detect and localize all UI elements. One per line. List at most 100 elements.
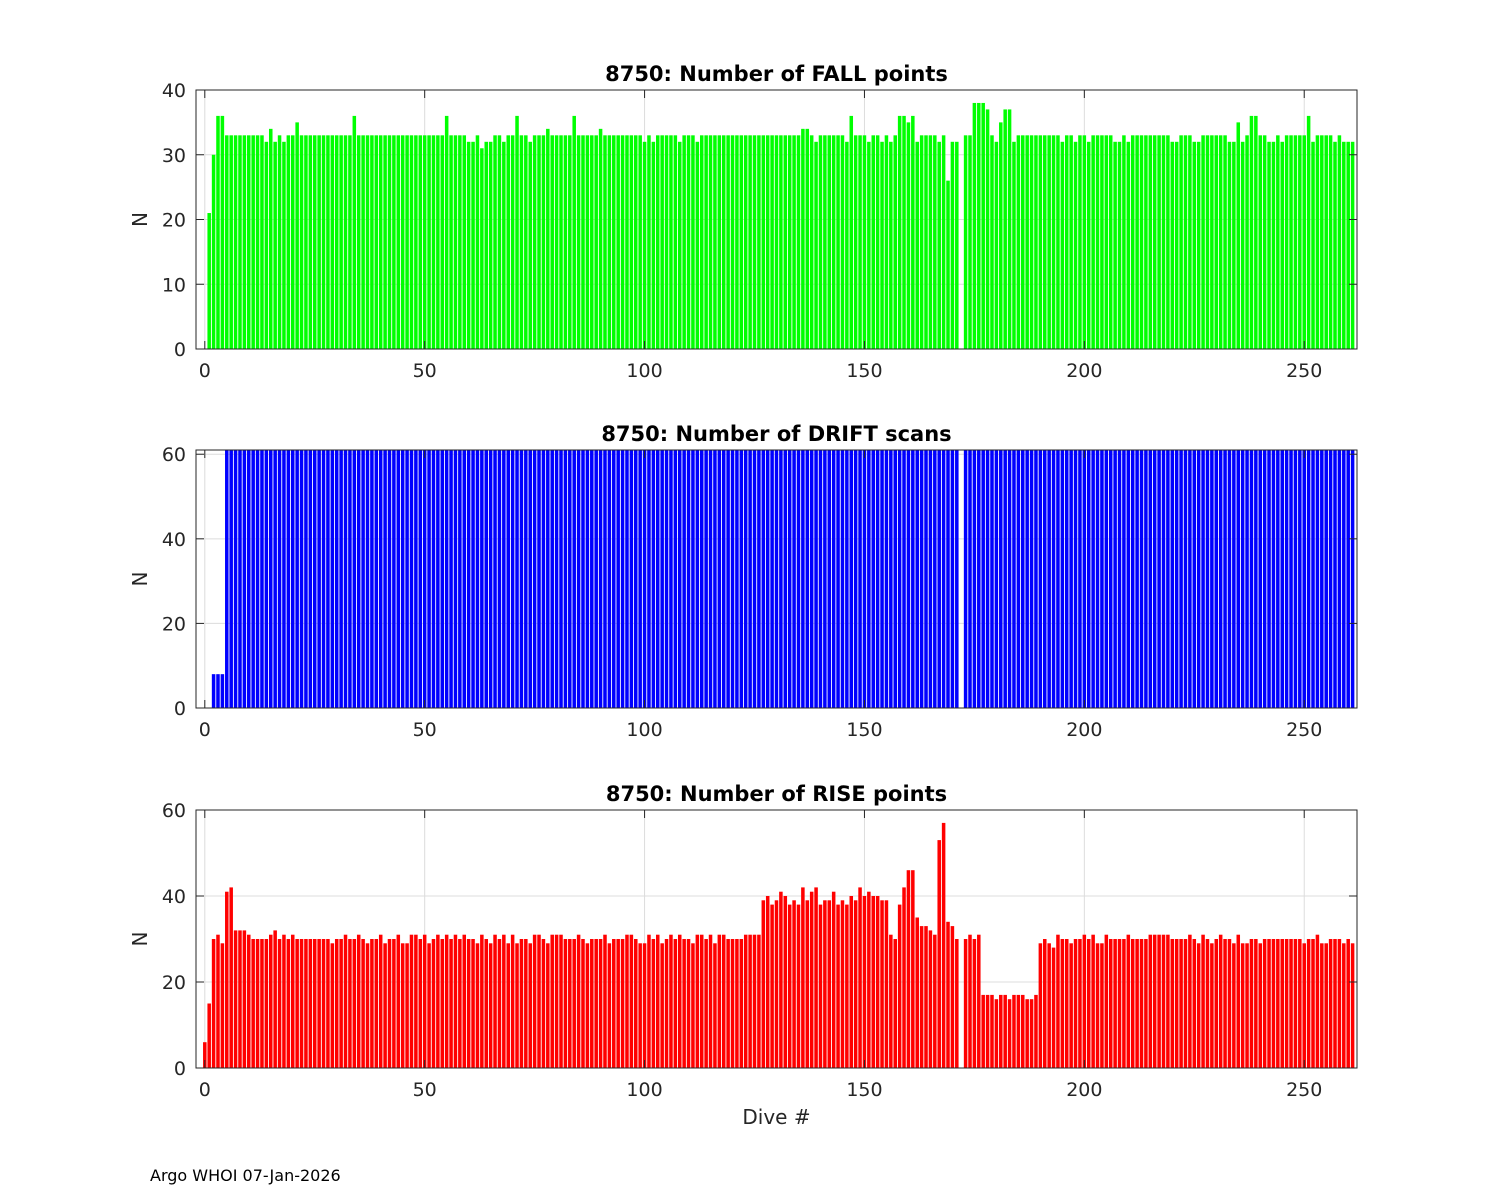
drift-bar — [356, 450, 361, 708]
drift-bar — [1302, 450, 1306, 708]
drift-bar — [247, 450, 251, 708]
rise-bar — [515, 943, 519, 1068]
fall-bar — [519, 135, 524, 349]
rise-bar — [312, 939, 317, 1068]
rise-bar — [647, 934, 651, 1068]
fall-bar — [972, 102, 977, 349]
fall-bar — [449, 135, 453, 349]
rise-bar — [260, 939, 264, 1068]
rise-bar — [203, 1042, 207, 1068]
fall-bar — [1029, 135, 1034, 349]
fall-bar — [1086, 141, 1091, 349]
fall-bar — [981, 102, 985, 349]
drift-ylabel: N — [128, 572, 152, 587]
drift-bar — [1183, 450, 1188, 708]
rise-bar — [656, 934, 660, 1068]
rise-bar — [1016, 994, 1021, 1068]
rise-bar — [594, 939, 598, 1068]
rise-bar — [1324, 943, 1328, 1068]
fall-bar — [862, 135, 867, 349]
rise-bar — [493, 934, 497, 1068]
drift-bar — [1117, 450, 1122, 708]
drift-bar — [721, 450, 726, 708]
rise-bar — [906, 870, 911, 1068]
rise-bar — [972, 939, 977, 1068]
rise-axes-frame — [195, 809, 1358, 1069]
rise-xtick-label: 250 — [1286, 1079, 1322, 1101]
rise-bar — [255, 939, 260, 1068]
drift-bar — [765, 450, 770, 708]
fall-bar — [713, 135, 717, 349]
rise-bar — [352, 939, 357, 1068]
drift-bar — [1021, 450, 1025, 708]
fall-bar — [1306, 115, 1311, 350]
drift-bar — [1324, 450, 1328, 708]
fall-bar — [950, 141, 955, 349]
rise-bar — [774, 900, 779, 1068]
drift-bar — [1271, 450, 1276, 708]
rise-bar — [374, 939, 379, 1068]
drift-bar — [537, 450, 541, 708]
fall-bar — [884, 135, 889, 349]
fall-bar — [1069, 135, 1073, 349]
drift-bar — [541, 450, 546, 708]
rise-bar — [414, 934, 418, 1068]
drift-bar — [809, 450, 814, 708]
drift-bar — [1254, 450, 1258, 708]
drift-bar — [462, 450, 467, 708]
drift-bar — [290, 450, 295, 708]
rise-bar — [449, 939, 453, 1068]
rise-bar — [1038, 943, 1043, 1068]
drift-bar — [1078, 450, 1082, 708]
drift-bar — [568, 450, 572, 708]
rise-bar — [946, 921, 950, 1068]
rise-bar — [436, 934, 440, 1068]
rise-bar — [634, 939, 638, 1068]
drift-bar — [1258, 450, 1263, 708]
rise-bar — [247, 934, 251, 1068]
fall-bar — [546, 128, 550, 349]
drift-bar — [497, 450, 502, 708]
fall-bar — [1271, 141, 1276, 349]
rise-bar — [392, 939, 396, 1068]
fall-bar — [1196, 141, 1201, 349]
drift-bar — [717, 450, 722, 708]
drift-bar — [475, 450, 480, 708]
fall-bar — [471, 141, 475, 349]
drift-bar — [1262, 450, 1267, 708]
fall-bar — [774, 135, 779, 349]
fall-bar — [299, 135, 304, 349]
rise-bar — [273, 930, 277, 1068]
fall-bar — [1157, 135, 1161, 349]
fall-bar — [1113, 141, 1117, 349]
fall-bar — [941, 135, 946, 349]
drift-bar — [664, 450, 669, 708]
fall-ylabel: N — [128, 212, 152, 227]
drift-bar — [405, 450, 409, 708]
fall-bar — [374, 135, 379, 349]
fall-bar — [1342, 141, 1346, 349]
rise-bar — [559, 934, 563, 1068]
rise-bar — [1315, 934, 1320, 1068]
rise-bar — [1117, 939, 1122, 1068]
rise-bar — [229, 887, 233, 1068]
drift-bar — [708, 450, 713, 708]
rise-bar — [1078, 939, 1082, 1068]
fall-bar — [1284, 135, 1289, 349]
drift-title: 8750: Number of DRIFT scans — [601, 422, 951, 446]
drift-bar — [946, 450, 950, 708]
rise-bar — [590, 939, 594, 1068]
fall-bar — [730, 135, 735, 349]
rise-bar — [607, 943, 612, 1068]
fall-bar — [1170, 141, 1175, 349]
fall-bar — [620, 135, 625, 349]
drift-bar — [941, 450, 946, 708]
rise-bar — [699, 934, 704, 1068]
rise-bar — [748, 934, 752, 1068]
drift-bar — [1038, 450, 1043, 708]
drift-bar — [748, 450, 752, 708]
rise-bar — [919, 926, 924, 1068]
drift-bar — [673, 450, 678, 708]
drift-bar — [955, 450, 959, 708]
rise-bar — [550, 934, 554, 1068]
